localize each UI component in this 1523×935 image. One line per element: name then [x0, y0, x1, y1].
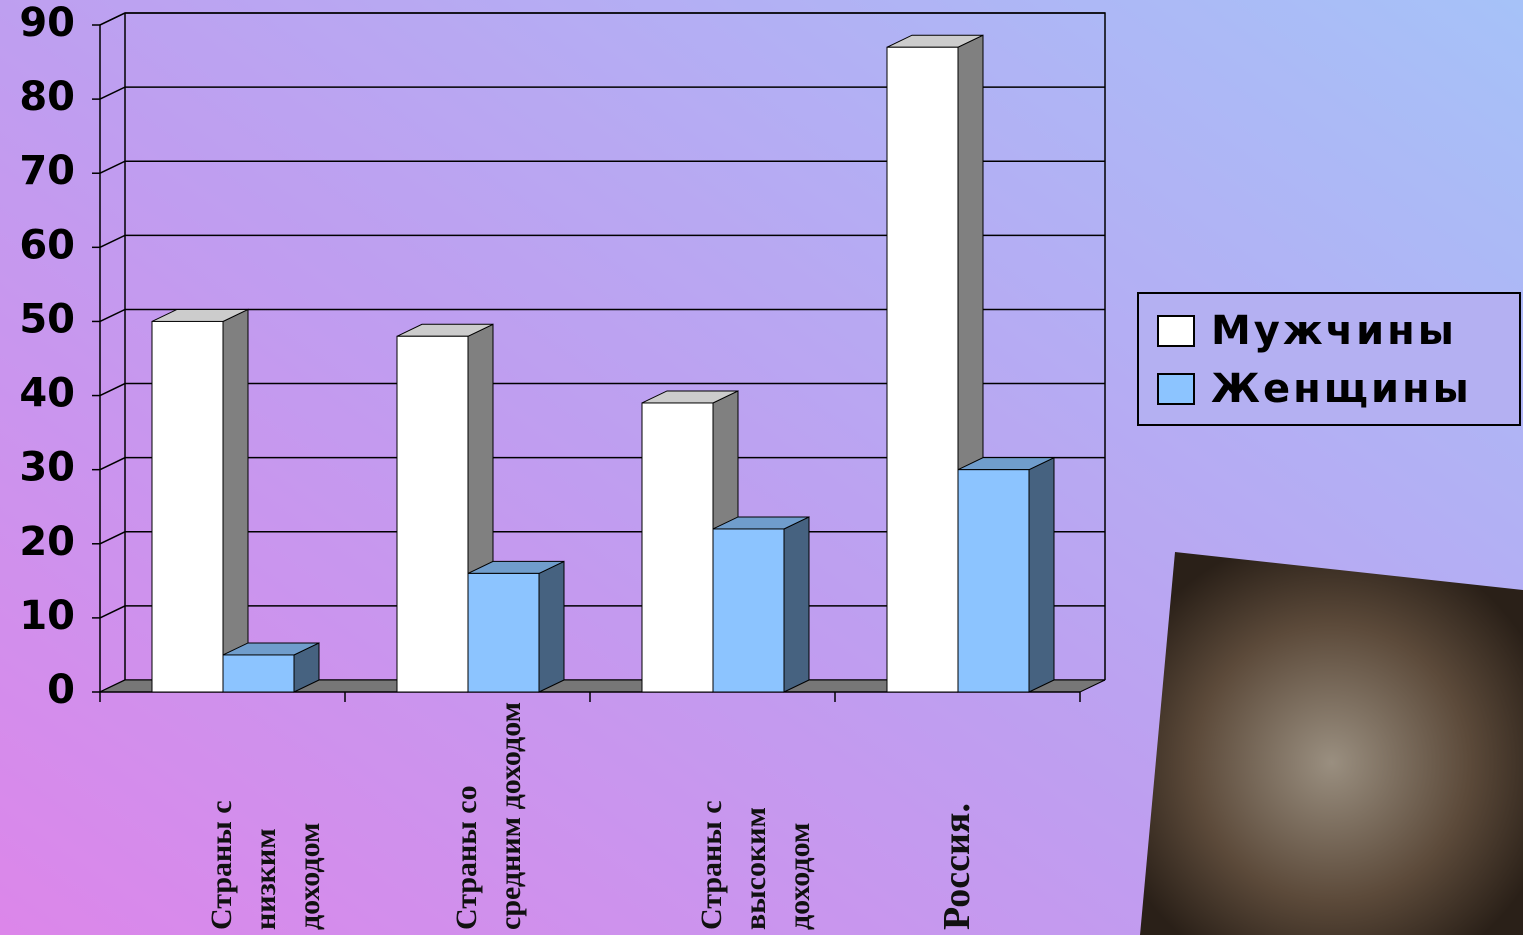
- grid-line: [99, 382, 1105, 397]
- y-tick-label: 40: [19, 371, 75, 417]
- grid-line: [99, 12, 1105, 26]
- bar-side: [222, 308, 249, 693]
- x-tick-label: Страны со средним доходом: [450, 701, 527, 930]
- x-tick-label: Страны с низким доходом: [205, 800, 326, 930]
- x-tick-label: Россия.: [936, 803, 978, 930]
- y-tick-label: 90: [19, 0, 75, 46]
- legend-swatch: [1157, 373, 1195, 405]
- bar: [396, 335, 469, 693]
- legend-swatch: [1157, 315, 1195, 347]
- y-tick-label: 10: [19, 593, 75, 639]
- y-tick-label: 30: [19, 445, 75, 491]
- x-tick-label: Страны с высоким доходом: [695, 800, 816, 930]
- bar: [957, 469, 1030, 693]
- y-tick-label: 70: [19, 148, 75, 194]
- grid-line: [99, 160, 1105, 174]
- legend-label: Женщины: [1211, 366, 1472, 412]
- legend: Мужчины Женщины: [1137, 292, 1521, 426]
- bar-side: [538, 560, 565, 693]
- bar-side: [783, 516, 810, 693]
- y-tick-label: 50: [19, 296, 75, 342]
- bar: [151, 320, 224, 693]
- grid-line: [99, 456, 1105, 471]
- grid-line: [99, 308, 1105, 323]
- y-tick-label: 20: [19, 519, 75, 565]
- y-tick-label: 60: [19, 222, 75, 268]
- bar: [467, 572, 540, 693]
- y-tick-label: 80: [19, 74, 75, 120]
- legend-item: Женщины: [1157, 366, 1472, 412]
- bar: [886, 46, 959, 693]
- legend-label: Мужчины: [1211, 308, 1457, 354]
- bar: [712, 528, 785, 693]
- bar: [641, 402, 714, 693]
- bar: [222, 654, 295, 693]
- grid-line: [99, 234, 1105, 249]
- photo: [1140, 552, 1523, 935]
- legend-item: Мужчины: [1157, 308, 1457, 354]
- grid-line: [99, 86, 1105, 100]
- y-tick-label: 0: [47, 667, 75, 713]
- bar-side: [1028, 456, 1055, 693]
